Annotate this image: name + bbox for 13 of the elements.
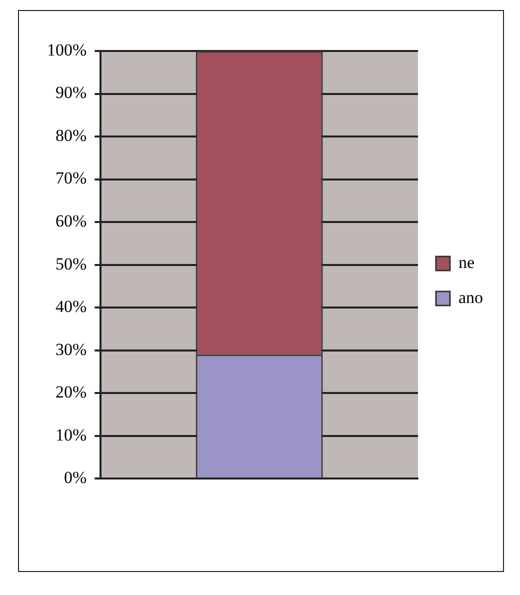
y-tick-label: 10% xyxy=(55,425,87,444)
y-tick-label: 40% xyxy=(55,297,87,316)
y-tick-label: 90% xyxy=(55,83,87,102)
y-tick-label: 50% xyxy=(55,254,87,274)
y-tick-label: 100% xyxy=(46,40,87,60)
y-tick-label: 30% xyxy=(55,340,87,359)
y-tick-label: 70% xyxy=(55,168,87,188)
y-tick-label: 0% xyxy=(64,468,87,488)
y-tick-label: 80% xyxy=(55,126,87,145)
y-tick-label: 20% xyxy=(55,382,87,402)
legend-label: ne xyxy=(458,252,474,272)
legend-label: ano xyxy=(458,288,483,307)
y-tick-label: 60% xyxy=(55,212,87,231)
